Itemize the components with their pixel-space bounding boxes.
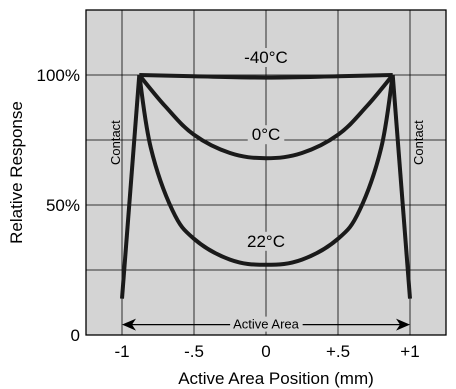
x-tick-labels: -1 -.5 0 +.5 +1 bbox=[114, 342, 419, 361]
active-area-arrowhead-right bbox=[396, 318, 410, 331]
plot-frame bbox=[85, 9, 447, 336]
label-bg-minus40 bbox=[240, 48, 292, 67]
x-tick-label-3: +.5 bbox=[326, 342, 350, 361]
label-bg-0c bbox=[247, 125, 285, 145]
y-tick-labels: 0 50% 100% bbox=[37, 66, 80, 345]
x-axis-label: Active Area Position (mm) bbox=[178, 369, 374, 388]
series-contact-right bbox=[390, 74, 412, 299]
y-tick-label-0: 0 bbox=[71, 326, 80, 345]
contact-label-left: Contact bbox=[108, 120, 123, 165]
series-lines bbox=[120, 73, 412, 299]
x-tick-label-2: 0 bbox=[261, 342, 270, 361]
series-minus40c bbox=[139, 73, 393, 80]
series-0c bbox=[137, 73, 395, 161]
active-area-label-bg bbox=[230, 316, 303, 332]
series-label-22c: 22°C bbox=[247, 232, 285, 251]
label-bg-22c bbox=[243, 231, 289, 251]
y-axis-label: Relative Response bbox=[7, 101, 26, 244]
contact-label-right: Contact bbox=[411, 120, 426, 165]
x-tick-label-0: -1 bbox=[114, 342, 129, 361]
series-22c bbox=[137, 74, 395, 267]
y-tick-label-1: 50% bbox=[46, 196, 80, 215]
series-label-0c: 0°C bbox=[252, 125, 281, 144]
x-tick-label-1: -.5 bbox=[184, 342, 204, 361]
active-area-label: Active Area bbox=[233, 317, 300, 332]
active-area-arrowhead-left bbox=[122, 318, 136, 331]
series-label-minus40: -40°C bbox=[244, 48, 288, 67]
y-tick-label-2: 100% bbox=[37, 66, 80, 85]
series-contact-left bbox=[120, 74, 142, 299]
x-tick-label-4: +1 bbox=[400, 342, 419, 361]
